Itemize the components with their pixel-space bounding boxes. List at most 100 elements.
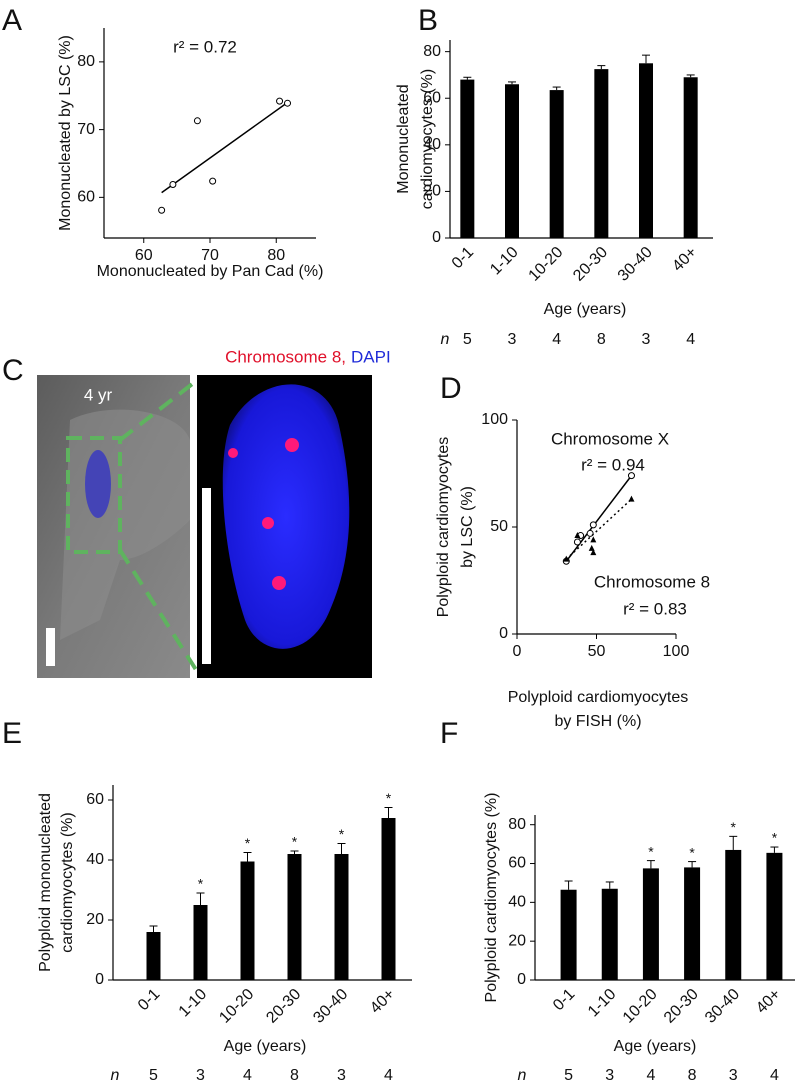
nucleus (222, 384, 350, 649)
x-tick-label: 0-1 (135, 986, 163, 1014)
significance-star: * (731, 819, 737, 835)
bar (639, 63, 653, 239)
bar (601, 888, 618, 980)
bar (684, 867, 701, 980)
point (588, 544, 595, 551)
x-tick-label: 40+ (367, 986, 398, 1017)
x-tick-label: 60 (135, 247, 153, 264)
x-axis-label: Polyploid cardiomyocytes (508, 689, 689, 706)
y-tick-label: 80 (423, 43, 441, 60)
y-axis-label: Mononucleated (395, 84, 412, 193)
point (627, 472, 635, 480)
x-tick-label: 40+ (753, 986, 784, 1017)
x-tick-label: 10-20 (216, 986, 257, 1027)
x-tick-label: 30-40 (702, 986, 743, 1027)
point (158, 206, 166, 214)
x-tick-label: 40+ (669, 244, 700, 275)
significance-star: * (198, 876, 204, 892)
bar (146, 932, 161, 980)
bar (334, 854, 349, 980)
annotation: r² = 0.83 (623, 599, 687, 618)
x-tick-label: 20-30 (570, 244, 611, 285)
n-value: 3 (337, 1067, 346, 1084)
n-value: 8 (597, 331, 606, 348)
y-tick-label: 0 (517, 971, 526, 988)
n-value: 3 (729, 1067, 738, 1084)
significance-star: * (292, 834, 298, 850)
x-axis-label: Age (years) (614, 1038, 697, 1055)
zoom-box (66, 436, 122, 554)
panel-letter: F (440, 717, 458, 750)
n-value: 4 (646, 1067, 655, 1084)
panel-letter: B (418, 4, 438, 37)
age-label: 4 yr (84, 385, 113, 404)
n-value: 4 (243, 1067, 252, 1084)
y-tick-label: 80 (508, 816, 526, 833)
significance-star: * (648, 843, 654, 859)
n-value: 3 (196, 1067, 205, 1084)
x-tick-label: 1-10 (487, 244, 522, 279)
x-tick-label: 70 (201, 247, 219, 264)
x-tick-label: 100 (663, 643, 690, 660)
n-value: 4 (686, 331, 695, 348)
y-tick-label: 0 (499, 625, 508, 642)
n-value: 8 (290, 1067, 299, 1084)
x-tick-label: 80 (267, 247, 285, 264)
x-axis-label: Mononucleated by Pan Cad (%) (97, 263, 324, 280)
y-tick-label: 40 (508, 894, 526, 911)
x-tick-label: 30-40 (310, 986, 351, 1027)
x-tick-label: 10-20 (526, 244, 567, 285)
trendline (161, 101, 288, 194)
n-label: n (441, 331, 450, 348)
x-tick-label: 1-10 (585, 986, 620, 1021)
zoom-line (118, 376, 202, 442)
bar (505, 84, 519, 239)
significance-star: * (689, 844, 695, 860)
fish-spot (272, 576, 286, 590)
bar (193, 905, 208, 980)
y-axis-label: by LSC (%) (459, 486, 476, 568)
y-axis-label: Mononucleated by LSC (%) (57, 35, 74, 231)
fish-spot (262, 517, 274, 529)
x-tick-label: 10-20 (620, 986, 661, 1027)
image-title-red: Chromosome 8, (225, 347, 346, 366)
panel-letter: E (2, 717, 22, 750)
point (209, 177, 217, 185)
significance-star: * (245, 835, 251, 851)
panel-letter: C (2, 354, 24, 387)
bar (549, 90, 564, 238)
n-value: 8 (688, 1067, 697, 1084)
panel-letter: D (440, 372, 462, 405)
y-tick-label: 20 (423, 183, 441, 200)
bar (560, 889, 577, 980)
x-tick-label: 30-40 (615, 244, 656, 285)
x-tick-label: 0-1 (550, 986, 578, 1014)
y-tick-label: 20 (508, 932, 526, 949)
x-tick-label: 0-1 (449, 244, 477, 272)
bar (460, 79, 475, 238)
n-value: 4 (384, 1067, 393, 1084)
bar (766, 852, 783, 980)
y-axis-label: Polyploid cardiomyocytes (%) (483, 793, 500, 1003)
x-axis-label: by FISH (%) (554, 713, 641, 730)
significance-star: * (386, 790, 392, 806)
y-tick-label: 60 (423, 89, 441, 106)
point (590, 536, 597, 543)
n-label: n (111, 1067, 120, 1084)
point (563, 555, 570, 562)
bar (725, 849, 742, 980)
fish-spot (285, 438, 299, 452)
x-axis-label: Age (years) (224, 1038, 307, 1055)
panel-letter: A (2, 4, 22, 37)
x-axis-label: Age (years) (544, 301, 627, 318)
y-tick-label: 60 (86, 791, 104, 808)
significance-star: * (339, 826, 345, 842)
series-label: Chromosome 8 (594, 572, 710, 591)
scale-bar (202, 488, 211, 664)
image-panel: C Chromosome 8, DAPI 4 yr (2, 347, 391, 678)
scale-bar (46, 628, 55, 666)
y-tick-label: 0 (95, 971, 104, 988)
y-tick-label: 80 (77, 53, 95, 70)
trendline (565, 475, 633, 562)
